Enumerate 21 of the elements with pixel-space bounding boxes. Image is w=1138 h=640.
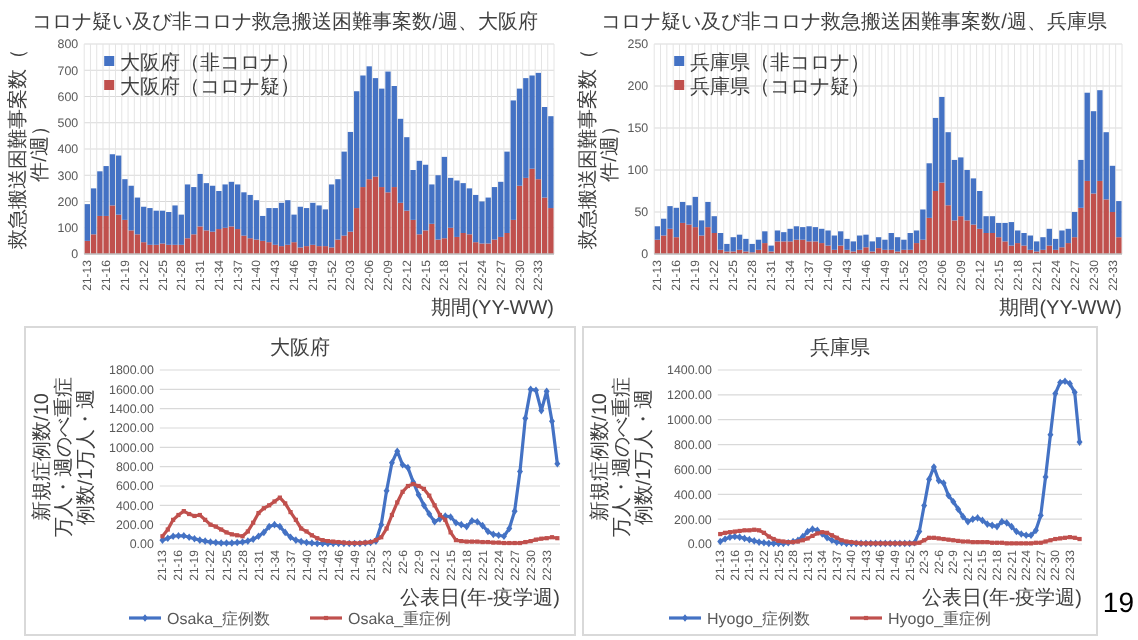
chart-title: コロナ疑い及び非コロナ救急搬送困難事案数/週、大阪府 [32,10,538,34]
y-axis-title: 新規症例数/10万人・週のべ重症例数/1万人・週 [30,377,98,537]
x-axis-title: 期間(YY-WW) [431,296,554,320]
chart-title: コロナ疑い及び非コロナ救急搬送困難事案数/週、兵庫県 [601,10,1107,34]
text: 19 [1102,586,1135,618]
y-axis-title: 救急搬送困難事案数（件/週） [576,49,622,251]
legend-label: Hyogo_症例数 [707,610,811,628]
legend-label: 大阪府（非コロナ） [120,51,301,75]
y-axis-title: 救急搬送困難事案数（件/週） [6,49,52,251]
legend-label: Hyogo_重症例 [888,610,992,628]
chart-title: 兵庫県 [810,336,870,360]
y-axis-title: 新規症例数/10万人・週のべ重症例数/1万人・週 [588,377,656,537]
x-axis-title: 公表日(年-疫学週) [922,586,1082,610]
legend-label: 大阪府（コロナ疑） [120,75,301,99]
chart-title: 大阪府 [270,336,330,360]
x-axis-title: 公表日(年-疫学週) [400,586,560,610]
legend-label: 兵庫県（非コロナ） [690,51,871,75]
legend-label: Osaka_重症例 [348,610,452,628]
x-axis-title: 期間(YY-WW) [999,296,1122,320]
legend-label: 兵庫県（コロナ疑） [690,75,871,99]
legend-label: Osaka_症例数 [167,610,271,628]
